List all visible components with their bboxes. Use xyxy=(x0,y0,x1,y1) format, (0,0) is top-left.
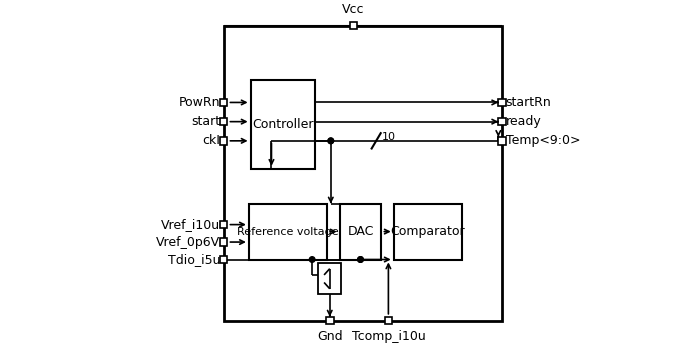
Bar xyxy=(498,99,506,106)
Text: Temp<9:0>: Temp<9:0> xyxy=(505,134,580,147)
Bar xyxy=(498,137,506,145)
Bar xyxy=(251,80,315,169)
Bar xyxy=(220,99,228,106)
Bar xyxy=(220,238,228,246)
Text: Vref_0p6V: Vref_0p6V xyxy=(156,235,220,249)
Circle shape xyxy=(358,257,363,262)
Circle shape xyxy=(309,257,315,262)
Bar xyxy=(350,22,357,30)
Text: Tcomp_i10u: Tcomp_i10u xyxy=(351,331,426,343)
Text: Gnd: Gnd xyxy=(317,331,342,343)
Text: start: start xyxy=(191,115,220,128)
Text: Tdio_i5u: Tdio_i5u xyxy=(168,253,220,266)
Bar xyxy=(318,263,341,294)
Circle shape xyxy=(328,138,334,144)
Text: PowRn: PowRn xyxy=(178,96,220,109)
Bar xyxy=(498,118,506,125)
Text: Vcc: Vcc xyxy=(342,3,365,16)
Text: 10: 10 xyxy=(382,132,395,142)
Text: Controller: Controller xyxy=(252,118,314,131)
Text: Vref_i10u: Vref_i10u xyxy=(161,218,220,231)
Bar xyxy=(220,137,228,145)
Text: Comparator: Comparator xyxy=(391,225,465,238)
Bar xyxy=(248,204,328,259)
Circle shape xyxy=(358,257,363,262)
Text: ready: ready xyxy=(505,115,541,128)
Bar xyxy=(220,256,228,263)
Text: DAC: DAC xyxy=(347,225,374,238)
Text: ckI: ckI xyxy=(202,134,220,147)
Bar xyxy=(393,204,462,259)
Bar xyxy=(326,317,334,325)
Bar xyxy=(220,221,228,228)
Text: startRn: startRn xyxy=(505,96,552,109)
Bar xyxy=(220,118,228,125)
Bar xyxy=(224,26,502,321)
Circle shape xyxy=(328,138,334,144)
Bar xyxy=(384,317,392,325)
Bar xyxy=(340,204,382,259)
Text: Reference voltage: Reference voltage xyxy=(237,227,339,237)
